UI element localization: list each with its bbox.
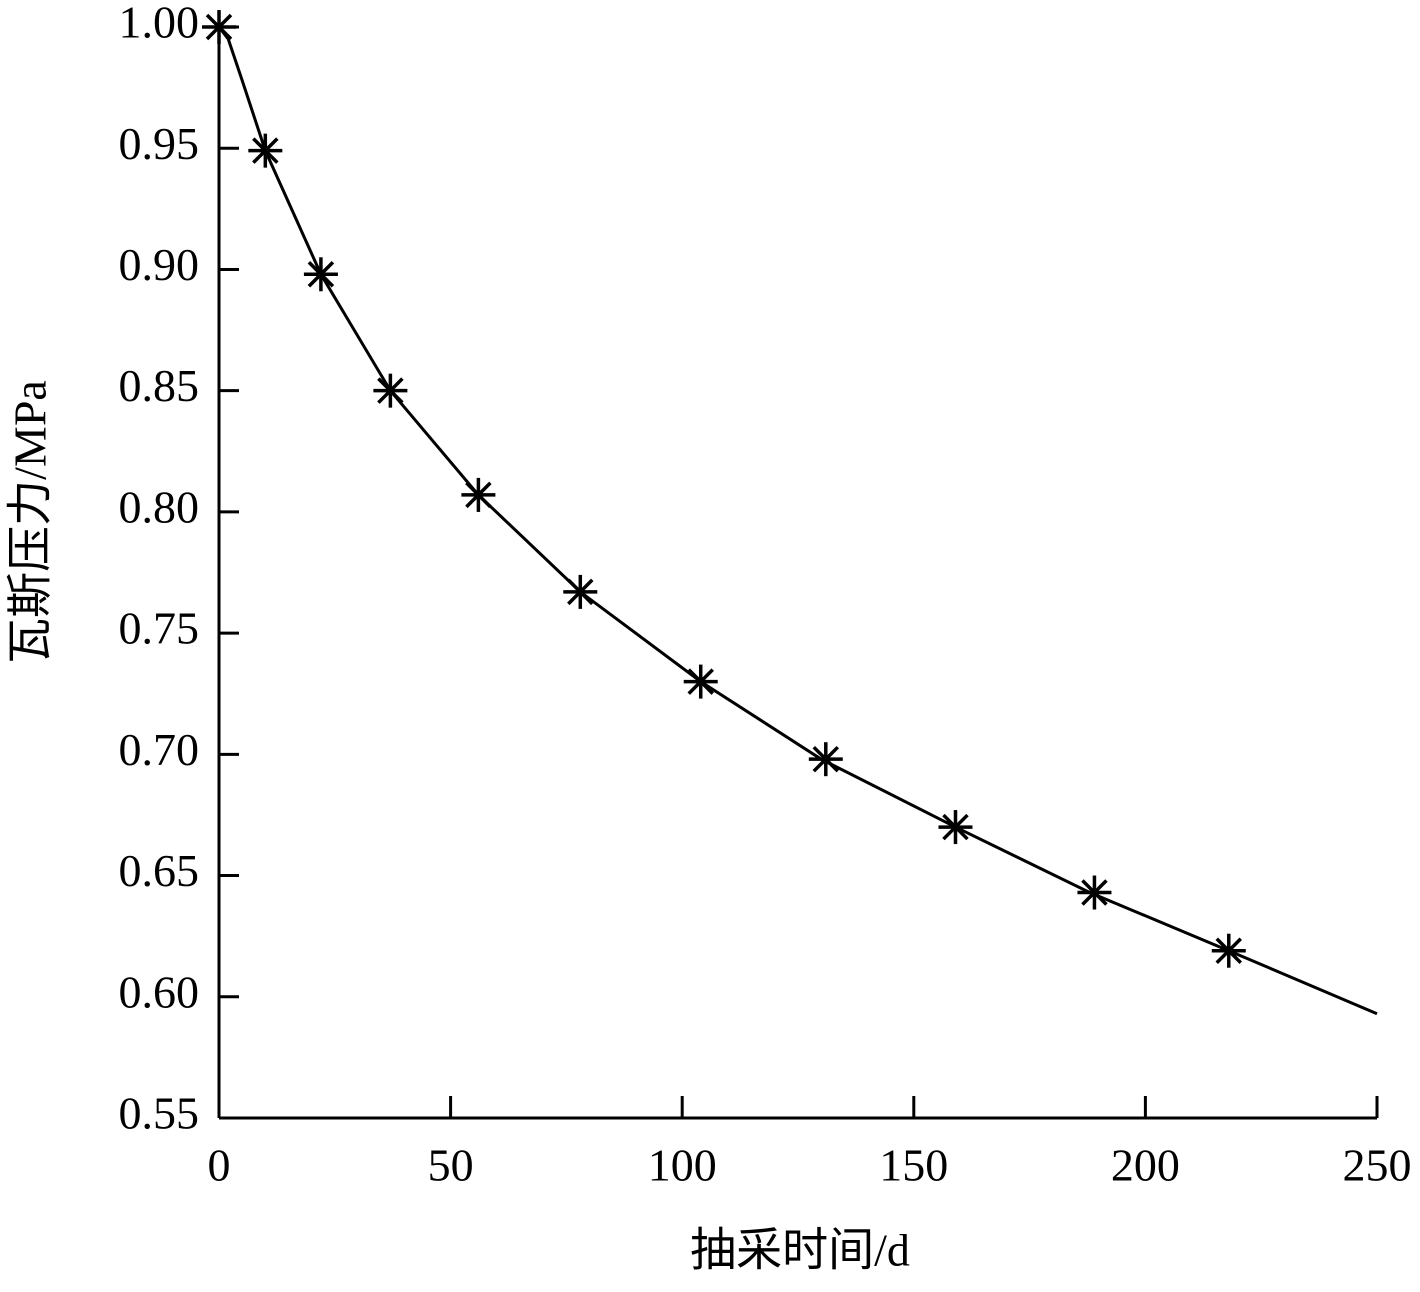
marker-stroke <box>687 668 714 695</box>
asterisk-marker <box>373 373 408 408</box>
y-tick-label: 0.70 <box>119 724 200 775</box>
y-tick-label: 0.95 <box>119 118 200 169</box>
marker-stroke <box>1081 879 1108 906</box>
marker-stroke <box>465 481 492 509</box>
marker-stroke <box>377 377 404 404</box>
asterisk-marker <box>303 257 338 292</box>
asterisk-marker <box>461 477 496 512</box>
x-tick-label: 250 <box>1343 1140 1412 1191</box>
x-tick-label: 200 <box>1111 1140 1180 1191</box>
y-tick-label: 0.65 <box>119 845 200 896</box>
x-tick-label: 100 <box>648 1140 717 1191</box>
y-tick-label: 1.00 <box>119 0 200 48</box>
x-tick-label: 150 <box>879 1140 948 1191</box>
x-axis-label: 抽采时间/d <box>690 1225 910 1276</box>
asterisk-marker <box>808 742 843 777</box>
y-tick-label: 0.90 <box>119 239 200 290</box>
marker-stroke <box>567 578 594 606</box>
marker-stroke <box>1215 937 1243 964</box>
marker-stroke <box>205 13 233 41</box>
x-tick-label: 0 <box>208 1140 231 1191</box>
asterisk-marker <box>563 574 598 609</box>
asterisk-marker <box>1077 875 1112 910</box>
y-tick-label: 0.60 <box>119 966 200 1017</box>
y-tick-label: 0.75 <box>119 603 200 654</box>
asterisk-marker <box>202 10 236 44</box>
marker-stroke <box>307 261 335 288</box>
y-tick-label: 0.85 <box>119 360 200 411</box>
fit-line <box>217 26 1378 1016</box>
y-tick-label: 0.55 <box>119 1088 200 1139</box>
marker-stroke <box>252 137 279 164</box>
marker-stroke <box>812 745 840 773</box>
asterisk-marker <box>248 133 283 168</box>
asterisk-marker <box>683 664 718 699</box>
y-axis-label: 瓦斯压力/MPa <box>5 380 56 664</box>
asterisk-marker <box>938 810 973 845</box>
x-tick-label: 50 <box>428 1140 474 1191</box>
marker-stroke <box>942 813 969 841</box>
y-tick-label: 0.80 <box>119 481 200 532</box>
asterisk-marker <box>1211 933 1246 968</box>
